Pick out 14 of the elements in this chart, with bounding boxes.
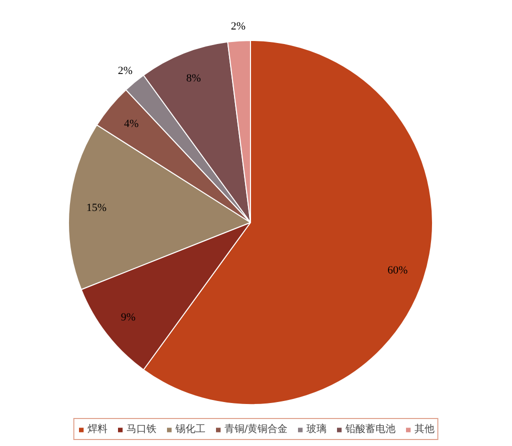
legend-label: 其他 xyxy=(414,422,435,436)
data-label: 9% xyxy=(120,311,136,324)
data-label: 60% xyxy=(388,264,408,276)
data-label: 4% xyxy=(124,118,139,130)
legend-label: 玻璃 xyxy=(306,422,327,436)
legend-label: 焊料 xyxy=(87,422,108,436)
data-label: 8% xyxy=(186,72,201,85)
legend-label: 青铜/黄铜合金 xyxy=(224,422,288,436)
legend-label: 马口铁 xyxy=(126,423,156,436)
data-label: 2% xyxy=(118,65,133,78)
data-label: 2% xyxy=(230,20,246,32)
legend-label: 铅酸蓄电池 xyxy=(346,422,396,436)
legend-label: 锡化工 xyxy=(175,423,206,436)
data-label: 15% xyxy=(86,202,107,214)
